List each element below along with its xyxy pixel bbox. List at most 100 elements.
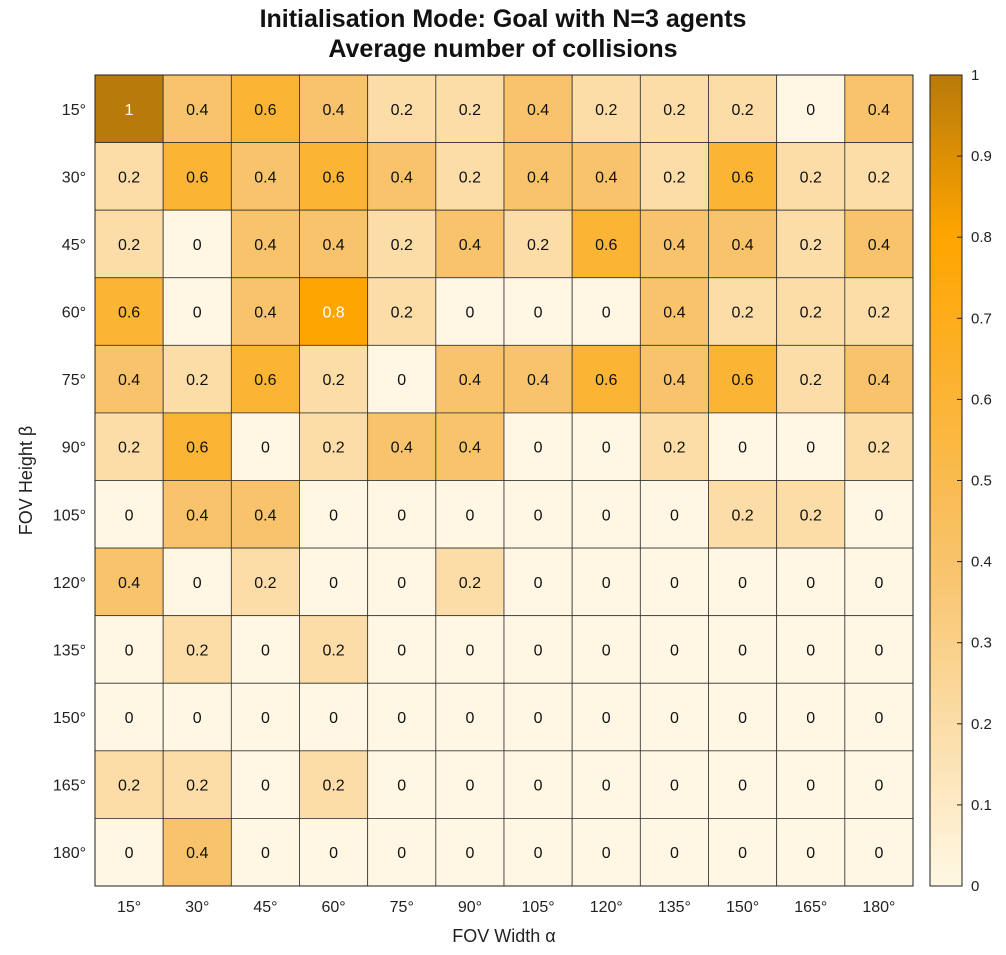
cell-value-label: 0.6 bbox=[322, 169, 344, 186]
heatmap-cell bbox=[94, 750, 164, 819]
heatmap-cell bbox=[162, 682, 232, 752]
cell-value-label: 0.6 bbox=[731, 169, 753, 186]
cell-value-label: 0.2 bbox=[527, 237, 549, 254]
cell-value-label: 0 bbox=[261, 778, 270, 795]
heatmap-cell bbox=[299, 412, 369, 481]
cell-value-label: 0.2 bbox=[186, 778, 208, 795]
y-tick-label: 30° bbox=[62, 169, 86, 186]
heatmap-cell bbox=[844, 142, 914, 211]
cell-value-label: 0.2 bbox=[800, 169, 822, 186]
x-tick-label: 180° bbox=[862, 899, 895, 916]
heatmap-cell bbox=[776, 682, 846, 752]
cell-value-label: 0.2 bbox=[595, 102, 617, 119]
x-tick-label: 75° bbox=[390, 899, 414, 916]
cell-value-label: 0.4 bbox=[186, 102, 208, 119]
heatmap-cell bbox=[776, 412, 846, 481]
cell-value-label: 0.4 bbox=[868, 102, 890, 119]
heatmap-cell bbox=[844, 547, 914, 617]
colorbar-ticks: 0 0.1 0.2 0.3 0.4 0.5 0.6 0.7 0.8 0.9 1 bbox=[957, 67, 992, 895]
cell-value-label: 0 bbox=[806, 642, 815, 659]
heatmap-cell bbox=[571, 412, 641, 481]
cell-value-label: 0 bbox=[329, 575, 338, 592]
cell-value-label: 0.2 bbox=[254, 575, 276, 592]
heatmap-cell bbox=[435, 412, 505, 481]
heatmap-cell bbox=[708, 209, 778, 279]
heatmap-cell bbox=[94, 142, 164, 211]
heatmap-cell bbox=[639, 277, 709, 346]
cell-value-label: 0 bbox=[602, 440, 611, 457]
cell-value-label: 0 bbox=[738, 642, 747, 659]
cell-value-label: 0.2 bbox=[868, 169, 890, 186]
cell-value-label: 0.2 bbox=[731, 305, 753, 322]
heatmap-cell bbox=[776, 142, 846, 211]
heatmap-cell-labels: 1 0.4 0.6 0.4 0.2 0.2 0.4 0.2 0.2 0.2 0 0.4 0.2 0.6 0.… bbox=[118, 102, 890, 862]
cell-value-label: 0.2 bbox=[118, 237, 140, 254]
cell-value-label: 0 bbox=[806, 710, 815, 727]
heatmap-cell bbox=[162, 547, 232, 617]
cell-value-label: 0 bbox=[261, 440, 270, 457]
cell-value-label: 0.6 bbox=[186, 169, 208, 186]
cell-value-label: 0.2 bbox=[663, 440, 685, 457]
y-tick-label: 60° bbox=[62, 305, 86, 322]
cell-value-label: 0.4 bbox=[527, 102, 549, 119]
cell-value-label: 0 bbox=[602, 710, 611, 727]
heatmap-cell bbox=[571, 750, 641, 819]
heatmap-cell bbox=[230, 818, 300, 887]
heatmap-cell bbox=[844, 209, 914, 279]
cell-value-label: 0 bbox=[534, 778, 543, 795]
cell-value-label: 0 bbox=[397, 507, 406, 524]
heatmap-cell bbox=[435, 74, 505, 143]
y-tick-label: 165° bbox=[53, 778, 86, 795]
heatmap-cell bbox=[162, 412, 232, 481]
heatmap-cell bbox=[367, 74, 437, 143]
cell-value-label: 0.2 bbox=[391, 237, 413, 254]
cell-value-label: 0.4 bbox=[459, 237, 481, 254]
heatmap-cell bbox=[162, 142, 232, 211]
cell-value-label: 0 bbox=[465, 778, 474, 795]
heatmap-cells bbox=[94, 74, 914, 887]
heatmap-cell bbox=[162, 750, 232, 819]
chart-title-block: Initialisation Mode: Goal with N=3 agent… bbox=[0, 4, 1006, 64]
cell-value-label: 0.4 bbox=[527, 372, 549, 389]
cell-value-label: 0 bbox=[806, 575, 815, 592]
cell-value-label: 0 bbox=[806, 845, 815, 862]
heatmap-cell bbox=[94, 344, 164, 414]
cell-value-label: 0 bbox=[670, 710, 679, 727]
heatmap-cell bbox=[230, 344, 300, 414]
cell-value-label: 0.2 bbox=[800, 237, 822, 254]
cell-value-label: 0.2 bbox=[663, 169, 685, 186]
heatmap-cell bbox=[94, 209, 164, 279]
cell-value-label: 0 bbox=[465, 845, 474, 862]
cell-value-label: 0 bbox=[874, 710, 883, 727]
y-axis-label: FOV Height β bbox=[16, 426, 36, 535]
cell-value-label: 0 bbox=[602, 845, 611, 862]
colorbar-tick-label: 0.7 bbox=[971, 310, 992, 327]
cell-value-label: 0 bbox=[465, 710, 474, 727]
heatmap-cell bbox=[435, 615, 505, 684]
cell-value-label: 0 bbox=[534, 710, 543, 727]
cell-value-label: 0.4 bbox=[322, 102, 344, 119]
cell-value-label: 0.2 bbox=[186, 372, 208, 389]
y-tick-label: 150° bbox=[53, 710, 86, 727]
heatmap-cell bbox=[708, 750, 778, 819]
cell-value-label: 0.4 bbox=[186, 507, 208, 524]
heatmap-cell bbox=[94, 277, 164, 346]
cell-value-label: 0 bbox=[806, 778, 815, 795]
colorbar-tick-label: 1 bbox=[971, 67, 979, 84]
cell-value-label: 0 bbox=[602, 778, 611, 795]
x-tick-label: 45° bbox=[253, 899, 277, 916]
y-tick-label: 45° bbox=[62, 237, 86, 254]
cell-value-label: 0 bbox=[602, 507, 611, 524]
x-tick-label: 30° bbox=[185, 899, 209, 916]
heatmap-cell bbox=[571, 74, 641, 143]
cell-value-label: 0 bbox=[534, 440, 543, 457]
cell-value-label: 0.4 bbox=[527, 169, 549, 186]
heatmap-cell bbox=[503, 682, 573, 752]
heatmap-cell bbox=[299, 750, 369, 819]
heatmap-cell bbox=[299, 547, 369, 617]
heatmap-cell bbox=[844, 750, 914, 819]
heatmap-cell bbox=[776, 750, 846, 819]
heatmap-cell bbox=[367, 277, 437, 346]
cell-value-label: 0.2 bbox=[663, 102, 685, 119]
cell-value-label: 0.2 bbox=[868, 305, 890, 322]
